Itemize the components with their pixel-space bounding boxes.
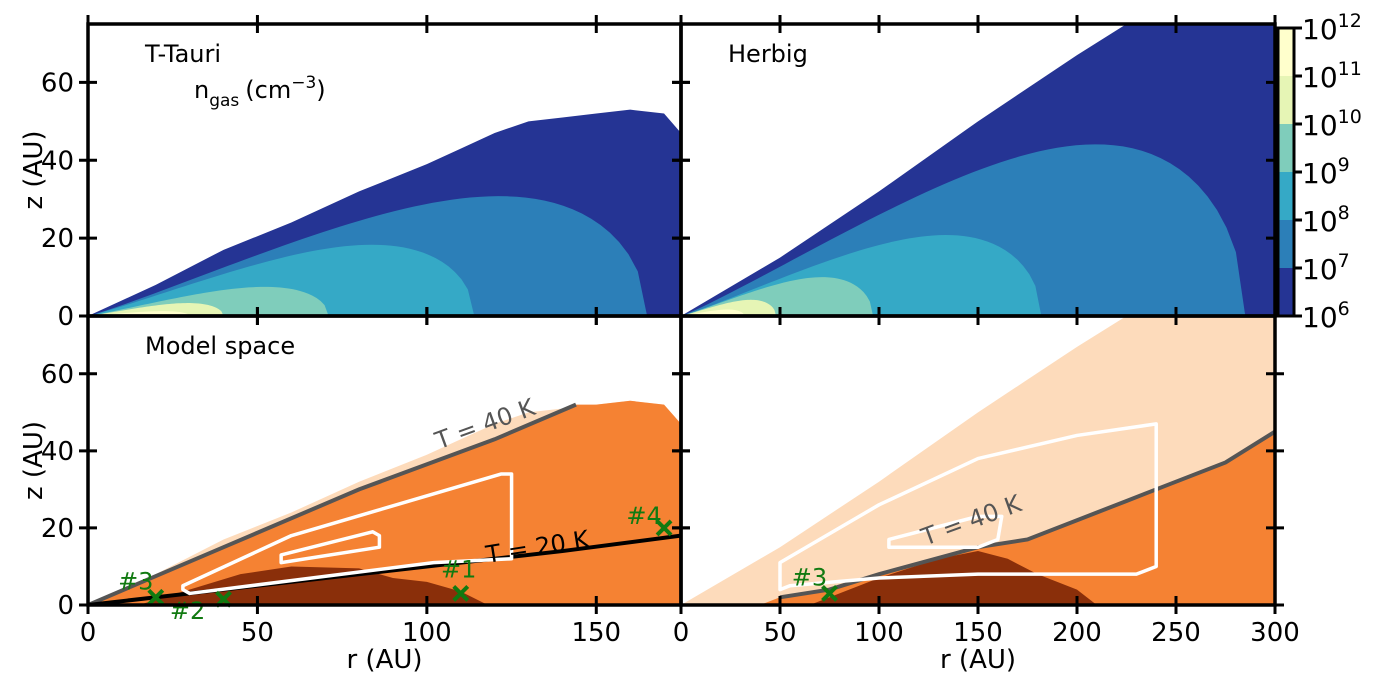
colorbar-segment [1278,268,1294,317]
model-panel-bottom-left [88,400,681,605]
marker-label: #4 [626,502,661,530]
marker-n3: #3 [792,563,838,602]
y-tick-label: 40 [41,146,74,176]
marker-cross [147,588,165,606]
panel-label: Model space [145,332,295,360]
axes-bottom-right: 0 50 100 150 200 250 300 r (AU) [672,307,1300,675]
temperature-line [88,402,577,605]
x-tick-label: 300 [1250,618,1300,648]
colorbar-tick-label: 109 [1302,154,1350,190]
axes-bottom-left: 0 50 100 150 0 20 40 60 r (AU) z (AU) Model space [19,307,690,675]
x-tick-label: 100 [854,618,904,648]
colorbar-tick-base: 10 [1302,13,1338,46]
colorbar-tick-exponent: 12 [1338,10,1362,32]
y-tick-label: 0 [57,302,74,332]
density-label: ngas (cm−3) [194,73,326,111]
y-axis-label: z (AU) [19,130,49,209]
density-panel-top-right [681,24,1275,316]
density-panel-top-left [88,109,681,316]
marker-label: #3 [118,567,153,595]
marker-n1: #1 [441,555,476,602]
marker-label: #1 [441,555,476,583]
y-tick-label: 20 [41,224,74,254]
model-space-outline [181,472,514,596]
colorbar-tick-exponent: 10 [1338,106,1362,128]
colorbar-segment [1278,220,1294,269]
model-region-mid [88,400,681,605]
y-tick-label: 40 [41,437,74,467]
y-tick-label: 60 [41,360,74,390]
colorbar-tick-exponent: 9 [1338,154,1350,176]
x-tick-label: 150 [571,618,621,648]
model-panel-bottom-right [681,316,1275,605]
y-tick-label: 20 [41,514,74,544]
density-label-part: ) [316,76,325,104]
model-space-outline [279,530,382,565]
colorbar-tick-label: 1010 [1302,106,1362,142]
colorbar-tick-label: 1011 [1302,58,1362,94]
colorbar-tick-exponent: 8 [1338,202,1350,224]
x-tick-label: 150 [953,618,1003,648]
colorbar-tick-label: 106 [1302,298,1350,334]
colorbar-tick-label: 107 [1302,250,1350,286]
colorbar-tick-base: 10 [1302,109,1338,142]
colorbar-tick-label: 108 [1302,202,1350,238]
colorbar-tick-exponent: 7 [1338,250,1350,272]
x-tick-label: 100 [402,618,452,648]
model-region-dark [809,551,1097,605]
density-label-part: −3 [291,73,316,93]
y-tick-label: 60 [41,68,74,98]
x-tick-label: 50 [763,618,796,648]
y-tick-label: 0 [57,591,74,621]
marker-n4: #4 [626,502,673,537]
marker-label: #2 [170,597,205,625]
colorbar-tick-exponent: 6 [1338,298,1350,320]
colorbar-tick-base: 10 [1302,61,1338,94]
marker-n3: #3 [118,567,165,606]
marker-n2: #2 [170,590,232,625]
density-label-part: gas [209,91,239,111]
marker-cross [655,519,673,537]
marker-cross [821,585,838,602]
colorbar-tick-base: 10 [1302,301,1338,334]
x-tick-label: 200 [1052,618,1102,648]
marker-cross [452,585,470,602]
x-axis-label: r (AU) [940,645,1016,675]
colorbar-segment [1278,172,1294,221]
colorbar-tick-base: 10 [1302,205,1338,238]
temperature-line [88,533,681,605]
x-tick-label: 0 [673,618,690,648]
panel-label: Herbig [728,40,808,68]
colorbar-tick-base: 10 [1302,157,1338,190]
model-region-mid [760,431,1275,605]
colorbar-segment [1278,76,1294,125]
colorbar-tick-exponent: 11 [1338,58,1362,80]
colorbar-segment [1278,124,1294,173]
x-tick-label: 250 [1151,618,1201,648]
colorbar-tick-base: 10 [1302,253,1338,286]
x-tick-label: 50 [241,618,274,648]
colorbar-tick-label: 1012 [1302,10,1362,46]
x-tick-label: 0 [80,618,97,648]
x-axis-label: r (AU) [346,645,422,675]
density-label-part: n [194,76,209,104]
density-label-part: (cm [245,76,291,104]
marker-label: #3 [792,563,827,591]
panel-label: T-Tauri [144,40,221,68]
y-axis-label: z (AU) [19,421,49,500]
density-level-10 [88,303,224,316]
model-space-outline [887,514,1004,549]
colorbar-segment [1278,28,1294,77]
model-space-outline [778,422,1158,592]
